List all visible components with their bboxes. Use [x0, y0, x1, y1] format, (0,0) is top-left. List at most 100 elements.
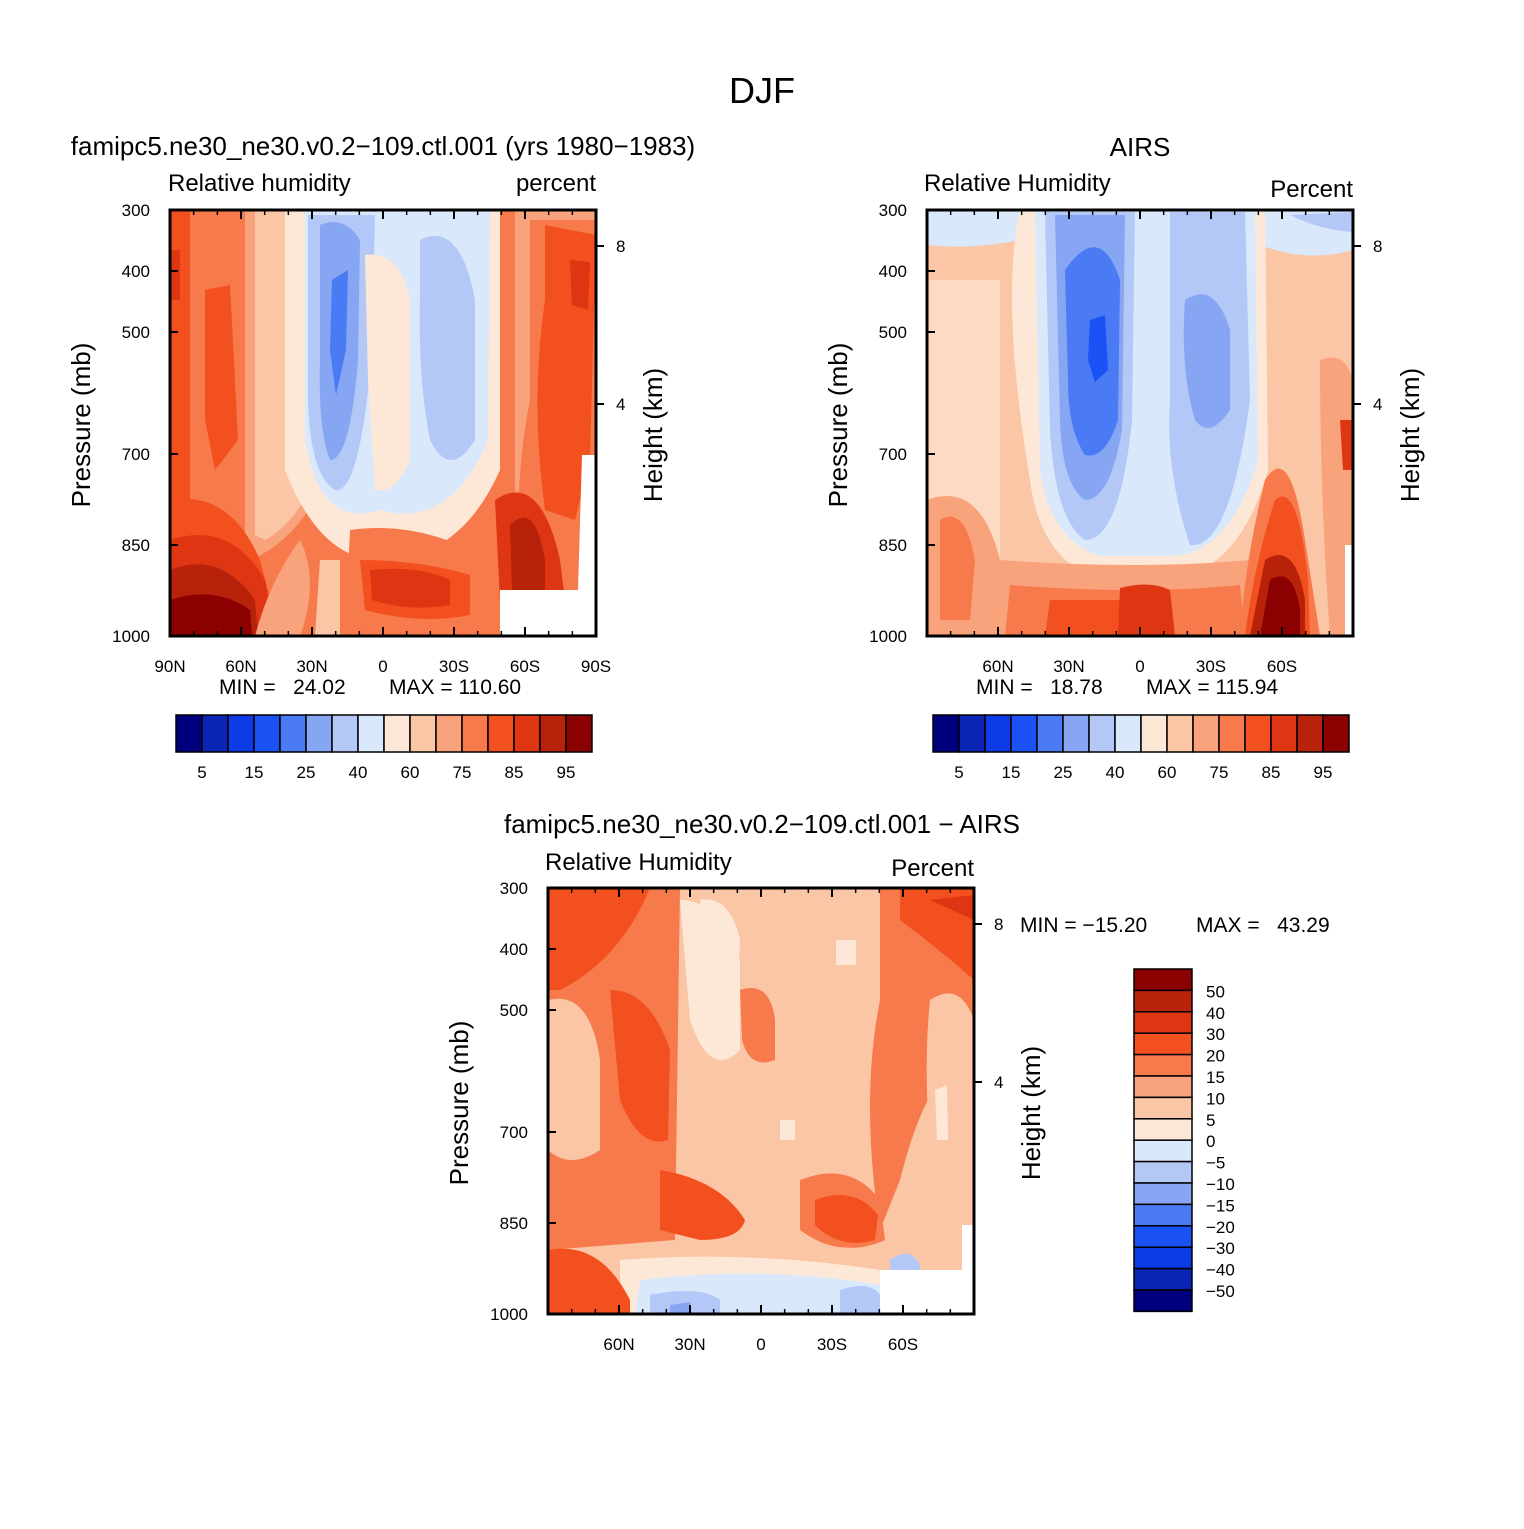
height-axis-title: Height (km) — [1016, 1046, 1046, 1180]
diff-colorbar-swatch — [1133, 1118, 1193, 1141]
model-units-label: percent — [516, 170, 596, 197]
height-axis-title: Height (km) — [1395, 368, 1425, 502]
diff-colorbar-label: 30 — [1206, 1025, 1225, 1044]
model-min-label: MIN = 24.02 — [219, 676, 346, 699]
obs-axis-ticks: 300 400 500 700 850 1000 8 4 60N 30N 0 30S 60S Pressu… — [823, 201, 1425, 676]
diff-colorbar-label: −15 — [1206, 1196, 1235, 1215]
diff-colorbar-swatch — [1133, 1075, 1193, 1099]
diff-colorbar-swatch — [1133, 1203, 1193, 1227]
diff-axis-ticks: 300 400 500 700 850 1000 8 4 60N 30N 0 30S 60S Pressu… — [444, 879, 1046, 1354]
lat-tick-label: 30N — [674, 1335, 705, 1354]
obs-min-label: MIN = 18.78 — [976, 676, 1103, 699]
obs-colorbar: 5 15 25 40 60 75 85 95 — [932, 714, 1350, 782]
colorbar-label: 60 — [1158, 763, 1177, 782]
model-title: famipc5.ne30_ne30.v0.2−109.ctl.001 (yrs … — [71, 131, 695, 161]
colorbar-label: 75 — [1210, 763, 1229, 782]
colorbar-label: 15 — [1002, 763, 1021, 782]
diff-colorbar-swatch — [1133, 1225, 1193, 1248]
colorbar-label: 85 — [1262, 763, 1281, 782]
diff-contour-field — [548, 888, 974, 1314]
diff-max-label: MAX = 43.29 — [1196, 914, 1330, 937]
diff-colorbar-label: 50 — [1206, 982, 1225, 1001]
colorbar-swatch — [1166, 714, 1194, 753]
colorbar-label: 85 — [505, 763, 524, 782]
diff-colorbar-swatch — [1133, 1096, 1193, 1120]
colorbar-swatch — [932, 714, 960, 753]
diff-variable-label: Relative Humidity — [545, 849, 732, 876]
diff-colorbar-swatch — [1133, 1246, 1193, 1270]
pressure-tick-label: 400 — [879, 262, 907, 281]
obs-units-label: Percent — [1270, 176, 1353, 203]
lat-tick-label: 30N — [1053, 657, 1084, 676]
lat-tick-label: 0 — [756, 1335, 765, 1354]
lat-tick-label: 60N — [982, 657, 1013, 676]
colorbar-swatch — [513, 714, 541, 753]
lat-tick-label: 30N — [296, 657, 327, 676]
obs-title: AIRS — [1110, 132, 1171, 162]
colorbar-label: 95 — [557, 763, 576, 782]
model-colorbar: 5 15 25 40 60 75 85 95 — [175, 714, 593, 782]
obs-panel: AIRS Relative Humidity Percent — [823, 132, 1425, 782]
colorbar-swatch — [565, 714, 593, 753]
lat-tick-label: 30S — [439, 657, 469, 676]
colorbar-swatch — [305, 714, 333, 753]
colorbar-swatch — [1114, 714, 1142, 753]
diff-title: famipc5.ne30_ne30.v0.2−109.ctl.001 − AIR… — [504, 809, 1020, 839]
diff-colorbar-swatch — [1133, 968, 1193, 992]
diff-colorbar-label: 0 — [1206, 1132, 1215, 1151]
colorbar-swatch — [1036, 714, 1064, 753]
diff-colorbar-label: 10 — [1206, 1089, 1225, 1108]
model-variable-label: Relative humidity — [168, 170, 351, 197]
colorbar-label: 40 — [1106, 763, 1125, 782]
colorbar-swatch — [1192, 714, 1220, 753]
height-tick-label: 8 — [616, 237, 625, 256]
height-axis-title: Height (km) — [638, 368, 668, 502]
lat-tick-label: 60S — [510, 657, 540, 676]
colorbar-swatch — [984, 714, 1012, 753]
diff-colorbar-label: −40 — [1206, 1261, 1235, 1280]
pressure-axis-title: Pressure (mb) — [66, 343, 96, 508]
height-tick-label: 4 — [616, 395, 625, 414]
pressure-tick-label: 300 — [879, 201, 907, 220]
diff-units-label: Percent — [891, 855, 974, 882]
colorbar-swatch — [279, 714, 307, 753]
pressure-tick-label: 1000 — [869, 627, 907, 646]
pressure-tick-label: 300 — [500, 879, 528, 898]
colorbar-swatch — [1218, 714, 1246, 753]
colorbar-label: 40 — [349, 763, 368, 782]
model-panel: famipc5.ne30_ne30.v0.2−109.ctl.001 (yrs … — [66, 131, 695, 782]
diff-colorbar-label: 15 — [1206, 1068, 1225, 1087]
colorbar-swatch — [1062, 714, 1090, 753]
lat-tick-label: 90N — [154, 657, 185, 676]
lat-tick-label: 0 — [1135, 657, 1144, 676]
colorbar-swatch — [1140, 714, 1168, 753]
diff-colorbar-swatch — [1133, 1182, 1193, 1206]
colorbar-swatch — [435, 714, 463, 753]
model-max-label: MAX = 110.60 — [389, 676, 521, 699]
pressure-tick-label: 850 — [122, 536, 150, 555]
lat-tick-label: 30S — [817, 1335, 847, 1354]
lat-tick-label: 0 — [378, 657, 387, 676]
diff-colorbar-label: −30 — [1206, 1239, 1235, 1258]
colorbar-swatch — [1322, 714, 1350, 753]
colorbar-label: 5 — [197, 763, 206, 782]
colorbar-swatch — [461, 714, 489, 753]
colorbar-swatch — [1296, 714, 1324, 753]
model-axis-ticks: 300 400 500 700 850 1000 8 4 90N 60N 30N 0 30S 60S 90S… — [66, 201, 668, 676]
colorbar-swatch — [1088, 714, 1116, 753]
model-contour-field — [170, 210, 596, 636]
colorbar-label: 15 — [245, 763, 264, 782]
diff-colorbar-label: 20 — [1206, 1047, 1225, 1066]
colorbar-label: 25 — [297, 763, 316, 782]
diff-colorbar-label: 5 — [1206, 1111, 1215, 1130]
colorbar-swatch — [539, 714, 567, 753]
colorbar-swatch — [357, 714, 385, 753]
height-tick-label: 8 — [1373, 237, 1382, 256]
colorbar-label: 60 — [401, 763, 420, 782]
colorbar-swatch — [175, 714, 203, 753]
colorbar-label: 95 — [1314, 763, 1333, 782]
colorbar-swatch — [1010, 714, 1038, 753]
pressure-tick-label: 300 — [122, 201, 150, 220]
colorbar-swatch — [253, 714, 281, 753]
